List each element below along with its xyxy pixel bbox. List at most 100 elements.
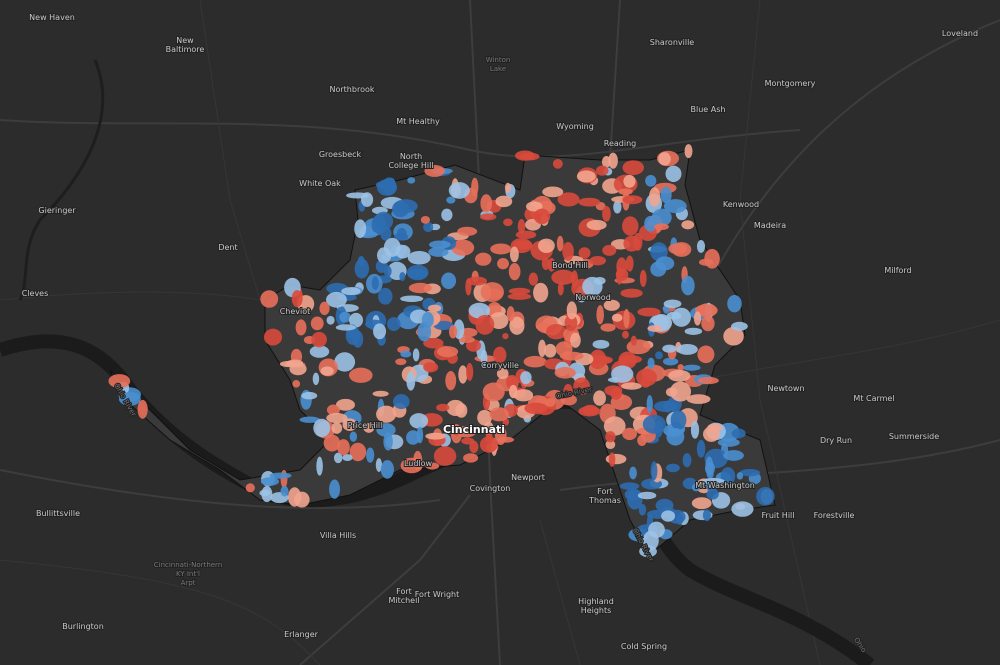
heat-cell xyxy=(639,545,657,558)
heat-cell xyxy=(331,422,343,434)
heat-cell xyxy=(433,320,454,331)
place-label: Wyoming xyxy=(556,122,594,131)
heat-cell xyxy=(681,220,695,230)
heat-cell xyxy=(615,268,629,281)
heat-cell xyxy=(566,301,577,320)
label-line: Ludlow xyxy=(404,459,433,468)
place-label: Mt Carmel xyxy=(853,394,894,403)
heat-cell xyxy=(608,452,616,467)
label-line: Baltimore xyxy=(166,45,205,54)
label-line: Burlington xyxy=(62,622,104,631)
place-label: Madeira xyxy=(754,221,786,230)
heat-cell xyxy=(508,287,531,295)
heat-cell xyxy=(665,165,682,183)
heat-cell xyxy=(354,258,370,279)
heat-cell xyxy=(378,287,393,305)
heat-cell xyxy=(392,200,410,218)
heat-cell xyxy=(690,421,700,439)
heat-cell xyxy=(319,301,330,316)
heat-cell xyxy=(642,530,659,551)
heat-cell xyxy=(552,158,563,169)
heat-cell xyxy=(326,291,347,308)
heat-cell xyxy=(654,223,669,231)
heat-cell xyxy=(333,452,343,464)
label-line: Fort xyxy=(597,487,613,496)
heat-cell xyxy=(696,239,706,253)
heat-cell xyxy=(528,272,539,286)
heat-cell xyxy=(723,450,744,461)
heat-cell xyxy=(533,208,551,225)
heat-cell xyxy=(480,282,504,302)
heat-cell xyxy=(261,485,273,503)
label-line: Bullittsville xyxy=(36,509,80,518)
heat-cell xyxy=(605,431,616,443)
place-label: Cold Spring xyxy=(621,642,667,651)
label-line: Cold Spring xyxy=(621,642,667,651)
heat-cell xyxy=(376,423,396,437)
label-line: Newport xyxy=(511,473,545,482)
heat-cell xyxy=(547,257,556,272)
label-line: Milford xyxy=(884,266,911,275)
label-line: Arpt xyxy=(181,579,196,587)
place-label: North College Hill xyxy=(388,152,433,170)
heat-cell xyxy=(451,239,475,256)
heat-cell xyxy=(118,392,141,406)
heat-cell xyxy=(647,325,663,332)
label-line: College Hill xyxy=(388,161,433,170)
label-line: New xyxy=(176,36,194,45)
heat-cell xyxy=(661,510,676,522)
place-label: Highland Heights xyxy=(578,597,614,615)
heat-cell xyxy=(423,362,439,373)
heat-cell xyxy=(456,425,477,438)
heat-cell xyxy=(676,343,698,355)
heat-cell xyxy=(668,243,688,255)
heat-cell xyxy=(595,165,609,176)
heat-cell xyxy=(455,403,468,418)
place-label: Fort Wright xyxy=(415,590,460,599)
heat-cell xyxy=(705,456,714,476)
place-label: Newtown xyxy=(767,384,804,393)
heat-cell xyxy=(507,293,532,300)
heat-cell xyxy=(639,269,647,287)
heat-cell xyxy=(668,369,691,382)
heat-cell xyxy=(611,313,623,322)
heat-cell xyxy=(371,276,379,290)
place-label: Ludlow xyxy=(404,459,433,468)
heat-cell xyxy=(316,456,323,476)
label-line: Blue Ash xyxy=(691,105,726,114)
heat-cell xyxy=(611,365,634,383)
heat-cell xyxy=(586,219,607,231)
heat-cell xyxy=(756,486,775,506)
heat-cell xyxy=(349,367,373,383)
heat-cell xyxy=(312,372,320,386)
heat-cell xyxy=(682,453,692,468)
heat-cell xyxy=(400,350,412,358)
label-line: Thomas xyxy=(588,496,621,505)
heat-cell xyxy=(299,416,321,423)
heat-cell xyxy=(425,432,446,440)
heat-cell xyxy=(326,315,335,325)
label-line: Erlanger xyxy=(284,630,319,639)
heat-cell xyxy=(554,367,576,379)
heat-cell xyxy=(441,272,457,290)
heat-cell xyxy=(717,438,740,447)
label-line: Fruit Hill xyxy=(762,511,795,520)
heat-cell xyxy=(503,218,513,227)
heat-cell xyxy=(407,250,431,265)
heat-cell xyxy=(504,182,511,193)
label-line: Cincinnati-Northern xyxy=(154,561,223,569)
heat-cell xyxy=(366,447,375,463)
place-label: Sharonville xyxy=(650,38,695,47)
place-label: New Haven xyxy=(29,13,75,22)
heat-cell xyxy=(489,407,509,422)
place-label: Norwood xyxy=(575,293,611,302)
heat-cell xyxy=(380,226,392,241)
heat-cell xyxy=(731,428,746,439)
place-label: Bond Hill xyxy=(552,261,588,270)
heat-cell xyxy=(341,287,361,296)
heat-cell xyxy=(663,199,687,214)
heat-cell xyxy=(663,400,673,413)
heat-cell xyxy=(383,237,401,257)
heat-cell xyxy=(445,370,457,391)
heat-cell xyxy=(684,327,703,335)
